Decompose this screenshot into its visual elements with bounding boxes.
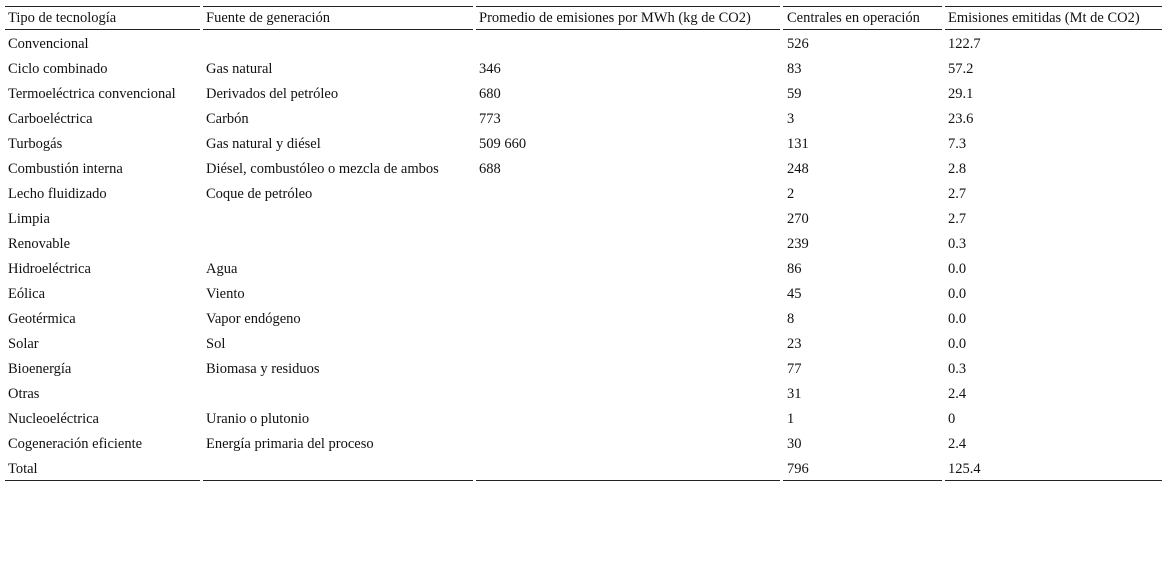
table-cell: 0.0 (948, 311, 967, 327)
table-cell: Carboeléctrica (8, 111, 93, 127)
table-cell: Bioenergía (8, 361, 72, 377)
table-rule (945, 480, 1162, 481)
table-cell: Energía primaria del proceso (206, 436, 374, 452)
table-cell: Derivados del petróleo (206, 86, 339, 102)
table-rule (945, 29, 1162, 30)
table-cell: 7.3 (948, 136, 967, 152)
table-cell: 248 (787, 161, 809, 177)
table-cell: 59 (787, 86, 802, 102)
table-cell: Convencional (8, 36, 89, 52)
table-cell: 773 (479, 111, 501, 127)
table-cell: Solar (8, 336, 39, 352)
table-cell: 0.0 (948, 286, 967, 302)
table-cell: 131 (787, 136, 809, 152)
table-cell: Gas natural (206, 61, 273, 77)
table-cell: 29.1 (948, 86, 974, 102)
table-cell: Nucleoeléctrica (8, 411, 99, 427)
table-cell: Termoeléctrica convencional (8, 86, 176, 102)
table-cell: Combustión interna (8, 161, 123, 177)
table-rule (476, 29, 780, 30)
table-cell: 0.0 (948, 336, 967, 352)
table-rule (783, 29, 942, 30)
table-cell: 77 (787, 361, 802, 377)
table-cell: 0 (948, 411, 956, 427)
table-cell: 0.3 (948, 361, 967, 377)
column-header: Centrales en operación (787, 10, 920, 26)
table-cell: Turbogás (8, 136, 63, 152)
table-rule (476, 6, 780, 7)
table-cell: 30 (787, 436, 802, 452)
table-cell: Lecho fluidizado (8, 186, 107, 202)
table-cell: 86 (787, 261, 802, 277)
table-cell: Sol (206, 336, 226, 352)
table-cell: 83 (787, 61, 802, 77)
table-cell: 0.0 (948, 261, 967, 277)
table-cell: Agua (206, 261, 238, 277)
table-cell: Viento (206, 286, 245, 302)
table-cell: 346 (479, 61, 501, 77)
table-cell: 57.2 (948, 61, 974, 77)
table-cell: 2.7 (948, 186, 967, 202)
table-cell: 31 (787, 386, 802, 402)
table-cell: Uranio o plutonio (206, 411, 310, 427)
table-cell: 2.7 (948, 211, 967, 227)
table-rule (783, 480, 942, 481)
table-cell: 2.4 (948, 386, 967, 402)
table-cell: 8 (787, 311, 795, 327)
table-cell: Coque de petróleo (206, 186, 313, 202)
table-cell: 509 660 (479, 136, 527, 152)
table-rule (945, 6, 1162, 7)
table-cell: 239 (787, 236, 809, 252)
table-rule (5, 6, 200, 7)
table-cell: Total (8, 461, 38, 477)
table-cell: Renovable (8, 236, 71, 252)
table-cell: Eólica (8, 286, 46, 302)
table-cell: Hidroeléctrica (8, 261, 91, 277)
table-rule (5, 29, 200, 30)
table-rule (203, 6, 473, 7)
table-cell: 680 (479, 86, 501, 102)
table-cell: 2.4 (948, 436, 967, 452)
table-cell: 796 (787, 461, 809, 477)
table-cell: Gas natural y diésel (206, 136, 321, 152)
table-cell: 3 (787, 111, 795, 127)
table-cell: 1 (787, 411, 795, 427)
table-rule (783, 6, 942, 7)
table-cell: 2 (787, 186, 795, 202)
table-cell: 2.8 (948, 161, 967, 177)
table-cell: 125.4 (948, 461, 981, 477)
table-cell: 23.6 (948, 111, 974, 127)
table-cell: Limpia (8, 211, 50, 227)
table-cell: Ciclo combinado (8, 61, 108, 77)
table-cell: 45 (787, 286, 802, 302)
table-cell: 270 (787, 211, 809, 227)
table-rule (203, 480, 473, 481)
table-rule (5, 480, 200, 481)
table-rule (476, 480, 780, 481)
table-cell: Biomasa y residuos (206, 361, 320, 377)
table-cell: 23 (787, 336, 802, 352)
table-cell: Vapor endógeno (206, 311, 301, 327)
table-cell: 0.3 (948, 236, 967, 252)
column-header: Tipo de tecnología (8, 10, 117, 26)
table-cell: 688 (479, 161, 501, 177)
table-cell: Otras (8, 386, 40, 402)
table-cell: Carbón (206, 111, 249, 127)
table-cell: 122.7 (948, 36, 981, 52)
table-cell: Diésel, combustóleo o mezcla de ambos (206, 161, 439, 177)
table-cell: 526 (787, 36, 809, 52)
column-header: Fuente de generación (206, 10, 331, 26)
table-rule (203, 29, 473, 30)
column-header: Emisiones emitidas (Mt de CO2) (948, 10, 1140, 26)
table-cell: Geotérmica (8, 311, 76, 327)
column-header: Promedio de emisiones por MWh (kg de CO2… (479, 10, 751, 26)
table-cell: Cogeneración eficiente (8, 436, 143, 452)
